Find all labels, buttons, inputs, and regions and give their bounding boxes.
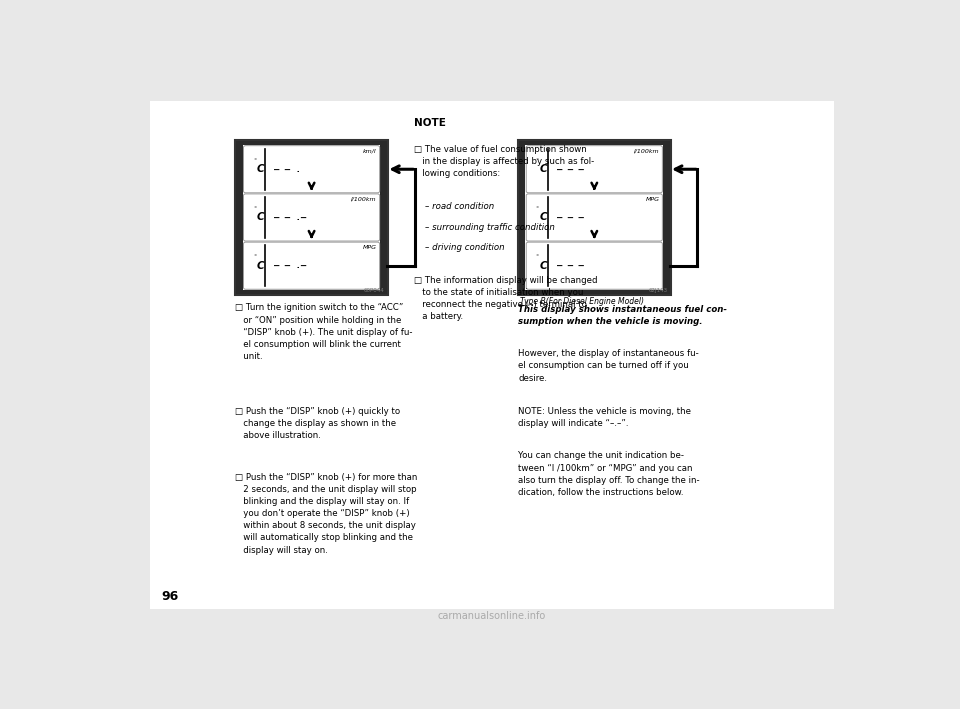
Text: °: °	[253, 158, 256, 163]
Text: °: °	[536, 206, 539, 211]
Text: 60P044: 60P044	[364, 288, 385, 293]
Text: □ The value of fuel consumption shown
   in the display is affected by such as f: □ The value of fuel consumption shown in…	[414, 145, 594, 179]
Text: Type B(For Diesel Engine Model): Type B(For Diesel Engine Model)	[520, 298, 644, 306]
Text: l/100km: l/100km	[351, 196, 376, 201]
Text: — — .: — — .	[274, 164, 300, 174]
FancyBboxPatch shape	[244, 145, 379, 193]
Text: km/l: km/l	[363, 148, 376, 153]
Text: — — .—: — — .—	[274, 213, 306, 222]
Text: – road condition: – road condition	[425, 203, 494, 211]
FancyBboxPatch shape	[244, 194, 379, 241]
Text: — — —: — — —	[557, 213, 584, 222]
Text: 96: 96	[161, 590, 179, 603]
Bar	[525, 145, 663, 290]
Text: C: C	[257, 213, 264, 223]
FancyBboxPatch shape	[526, 194, 662, 241]
Text: □ Push the “DISP” knob (+) for more than
   2 seconds, and the unit display will: □ Push the “DISP” knob (+) for more than…	[235, 473, 418, 554]
Text: °: °	[253, 206, 256, 211]
Text: NOTE: NOTE	[414, 118, 445, 128]
FancyBboxPatch shape	[526, 242, 662, 289]
Text: — — .—: — — .—	[274, 261, 306, 270]
Text: °: °	[536, 255, 539, 259]
Text: l/100km: l/100km	[634, 148, 660, 153]
Bar	[518, 140, 670, 295]
Text: □ Turn the ignition switch to the “ACC”
   or “ON” position while holding in the: □ Turn the ignition switch to the “ACC” …	[235, 303, 413, 361]
Text: C: C	[257, 261, 264, 271]
Bar	[235, 140, 388, 295]
FancyBboxPatch shape	[526, 145, 662, 193]
Text: carmanualsonline.info: carmanualsonline.info	[438, 611, 546, 621]
Text: – driving condition: – driving condition	[425, 243, 505, 252]
Text: 62J143: 62J143	[648, 288, 667, 293]
Text: You can change the unit indication be-
tween “l /100km” or “MPG” and you can
als: You can change the unit indication be- t…	[518, 452, 700, 497]
Text: □ Push the “DISP” knob (+) quickly to
   change the display as shown in the
   a: □ Push the “DISP” knob (+) quickly to ch…	[235, 407, 400, 440]
Text: — — —: — — —	[557, 261, 584, 270]
Text: □ The information display will be changed
   to the state of initialisation when: □ The information display will be change…	[414, 276, 597, 321]
Text: — — —: — — —	[557, 164, 584, 174]
Text: °: °	[253, 255, 256, 259]
Text: – surrounding traffic condition: – surrounding traffic condition	[425, 223, 555, 232]
Text: MPG: MPG	[363, 245, 376, 250]
Bar	[243, 145, 380, 290]
Text: This display shows instantaneous fuel con-
sumption when the vehicle is moving.: This display shows instantaneous fuel co…	[518, 305, 727, 325]
Text: NOTE: Unless the vehicle is moving, the
display will indicate “–.–”.: NOTE: Unless the vehicle is moving, the …	[518, 407, 691, 428]
Text: However, the display of instantaneous fu-
el consumption can be turned off if yo: However, the display of instantaneous fu…	[518, 350, 699, 383]
Text: C: C	[540, 261, 547, 271]
FancyBboxPatch shape	[244, 242, 379, 289]
Text: C: C	[540, 164, 547, 174]
Text: C: C	[540, 213, 547, 223]
Text: °: °	[536, 158, 539, 163]
Text: C: C	[257, 164, 264, 174]
Text: MPG: MPG	[645, 196, 660, 201]
